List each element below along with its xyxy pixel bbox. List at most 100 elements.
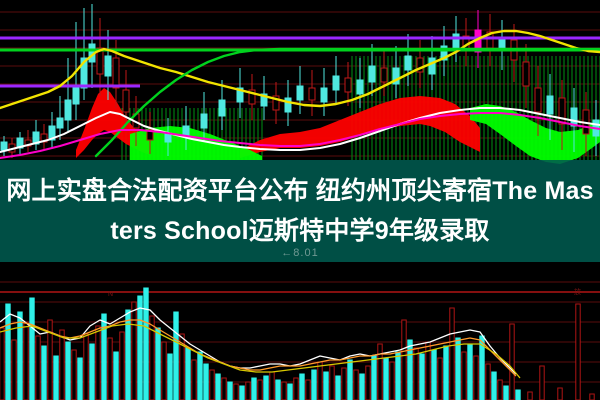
volume-bar-35 [209,369,215,400]
volume-bar-27 [161,341,167,400]
candlestick-48 [546,74,554,140]
volume-bar-15 [89,343,95,400]
volume-bar-2 [11,339,17,400]
volume-bar-73 [437,357,443,400]
volume-bar-80 [479,335,485,400]
volume-bar-28 [167,353,173,400]
price-series-ma-green [94,47,600,158]
volume-bar-81 [485,363,491,400]
volume-marker-left: N [108,291,113,298]
volume-bar-90 [575,303,581,400]
volume-bar-77 [461,351,467,400]
candlestick-6 [48,112,56,148]
candlestick-31 [344,62,352,106]
price-chart-panel[interactable] [0,0,600,262]
volume-bar-56 [335,375,341,400]
volume-bar-4 [23,321,29,400]
candlestick-49 [558,80,566,150]
volume-bar-20 [119,331,125,400]
volume-bar-21 [125,309,131,400]
volume-bar-25 [149,315,155,400]
candlestick-30 [332,56,340,104]
price-series-ma-yellow [0,29,600,110]
volume-bar-42 [251,377,257,400]
candlestick-22 [236,68,244,118]
volume-bar-72 [431,349,437,400]
volume-bar-3 [17,311,23,400]
candlestick-13 [104,30,112,100]
volume-bar-29 [173,311,179,400]
volume-bar-65 [389,361,395,400]
volume-bar-6 [35,335,41,400]
volume-bar-86 [515,389,521,400]
volume-bar-49 [293,377,299,400]
volume-bar-83 [497,379,503,400]
volume-bar-36 [215,373,221,400]
volume-bar-13 [77,357,83,400]
volume-bar-47 [281,381,287,400]
candlestick-47 [534,66,542,136]
volume-bar-89 [557,387,563,400]
candlestick-46 [522,44,530,108]
volume-bar-44 [263,375,269,400]
candlestick-20 [200,92,208,142]
volume-bar-78 [467,343,473,400]
volume-bar-14 [83,333,89,400]
volume-bar-51 [305,379,311,400]
volume-bar-66 [395,351,401,400]
volume-bar-40 [239,385,245,400]
volume-bar-38 [227,381,233,400]
volume-marker-right: 放 [574,287,581,296]
volume-bar-76 [455,337,461,400]
volume-bar-91 [589,393,595,400]
headline-overlay-banner: 网上实盘合法配资平台公布 纽约州顶尖寄宿The Mas ters School迈… [0,160,600,262]
price-ribbon-red-band-right [240,96,480,158]
headline-line-2: ters School迈斯特中学9年级录取 [110,217,490,245]
volume-bar-5 [29,297,35,400]
volume-bar-18 [107,337,113,400]
volume-bar-23 [137,295,143,400]
volume-bar-63 [377,343,383,400]
candlestick-23 [248,74,256,120]
volume-bar-54 [323,371,329,400]
volume-bar-53 [317,361,323,400]
volume-bar-12 [71,349,77,400]
candlestick-34 [380,50,388,96]
volume-bar-8 [47,319,53,400]
volume-bar-57 [341,367,347,400]
volume-bar-64 [383,357,389,400]
candlestick-21 [218,80,226,130]
volume-bar-85 [509,323,515,400]
candlestick-33 [368,44,376,96]
price-ribbon-green-band-right [470,104,600,164]
volume-bar-26 [155,327,161,400]
candlestick-28 [308,70,316,116]
volume-series-vol-ma-white [0,307,517,375]
volume-bar-50 [299,373,305,400]
volume-bar-22 [131,301,137,400]
candlestick-35 [392,46,400,98]
volume-bar-67 [401,319,407,400]
volume-bar-0 [0,327,5,400]
volume-bar-32 [191,359,197,400]
volume-bar-11 [65,341,71,400]
volume-bar-70 [419,353,425,400]
volume-bar-82 [491,371,497,400]
candlestick-27 [296,66,304,114]
volume-bar-16 [95,325,101,400]
volume-bar-87 [527,391,533,400]
volume-bar-46 [275,379,281,400]
volume-bar-84 [503,385,509,400]
volume-bar-19 [113,351,119,400]
volume-bar-31 [185,347,191,400]
volume-bar-75 [449,307,455,400]
candlestick-36 [404,34,412,86]
volume-bar-37 [221,377,227,400]
volume-bar-48 [287,383,293,400]
candlestick-25 [272,82,280,124]
volume-bar-30 [179,333,185,400]
candlestick-32 [356,58,364,108]
